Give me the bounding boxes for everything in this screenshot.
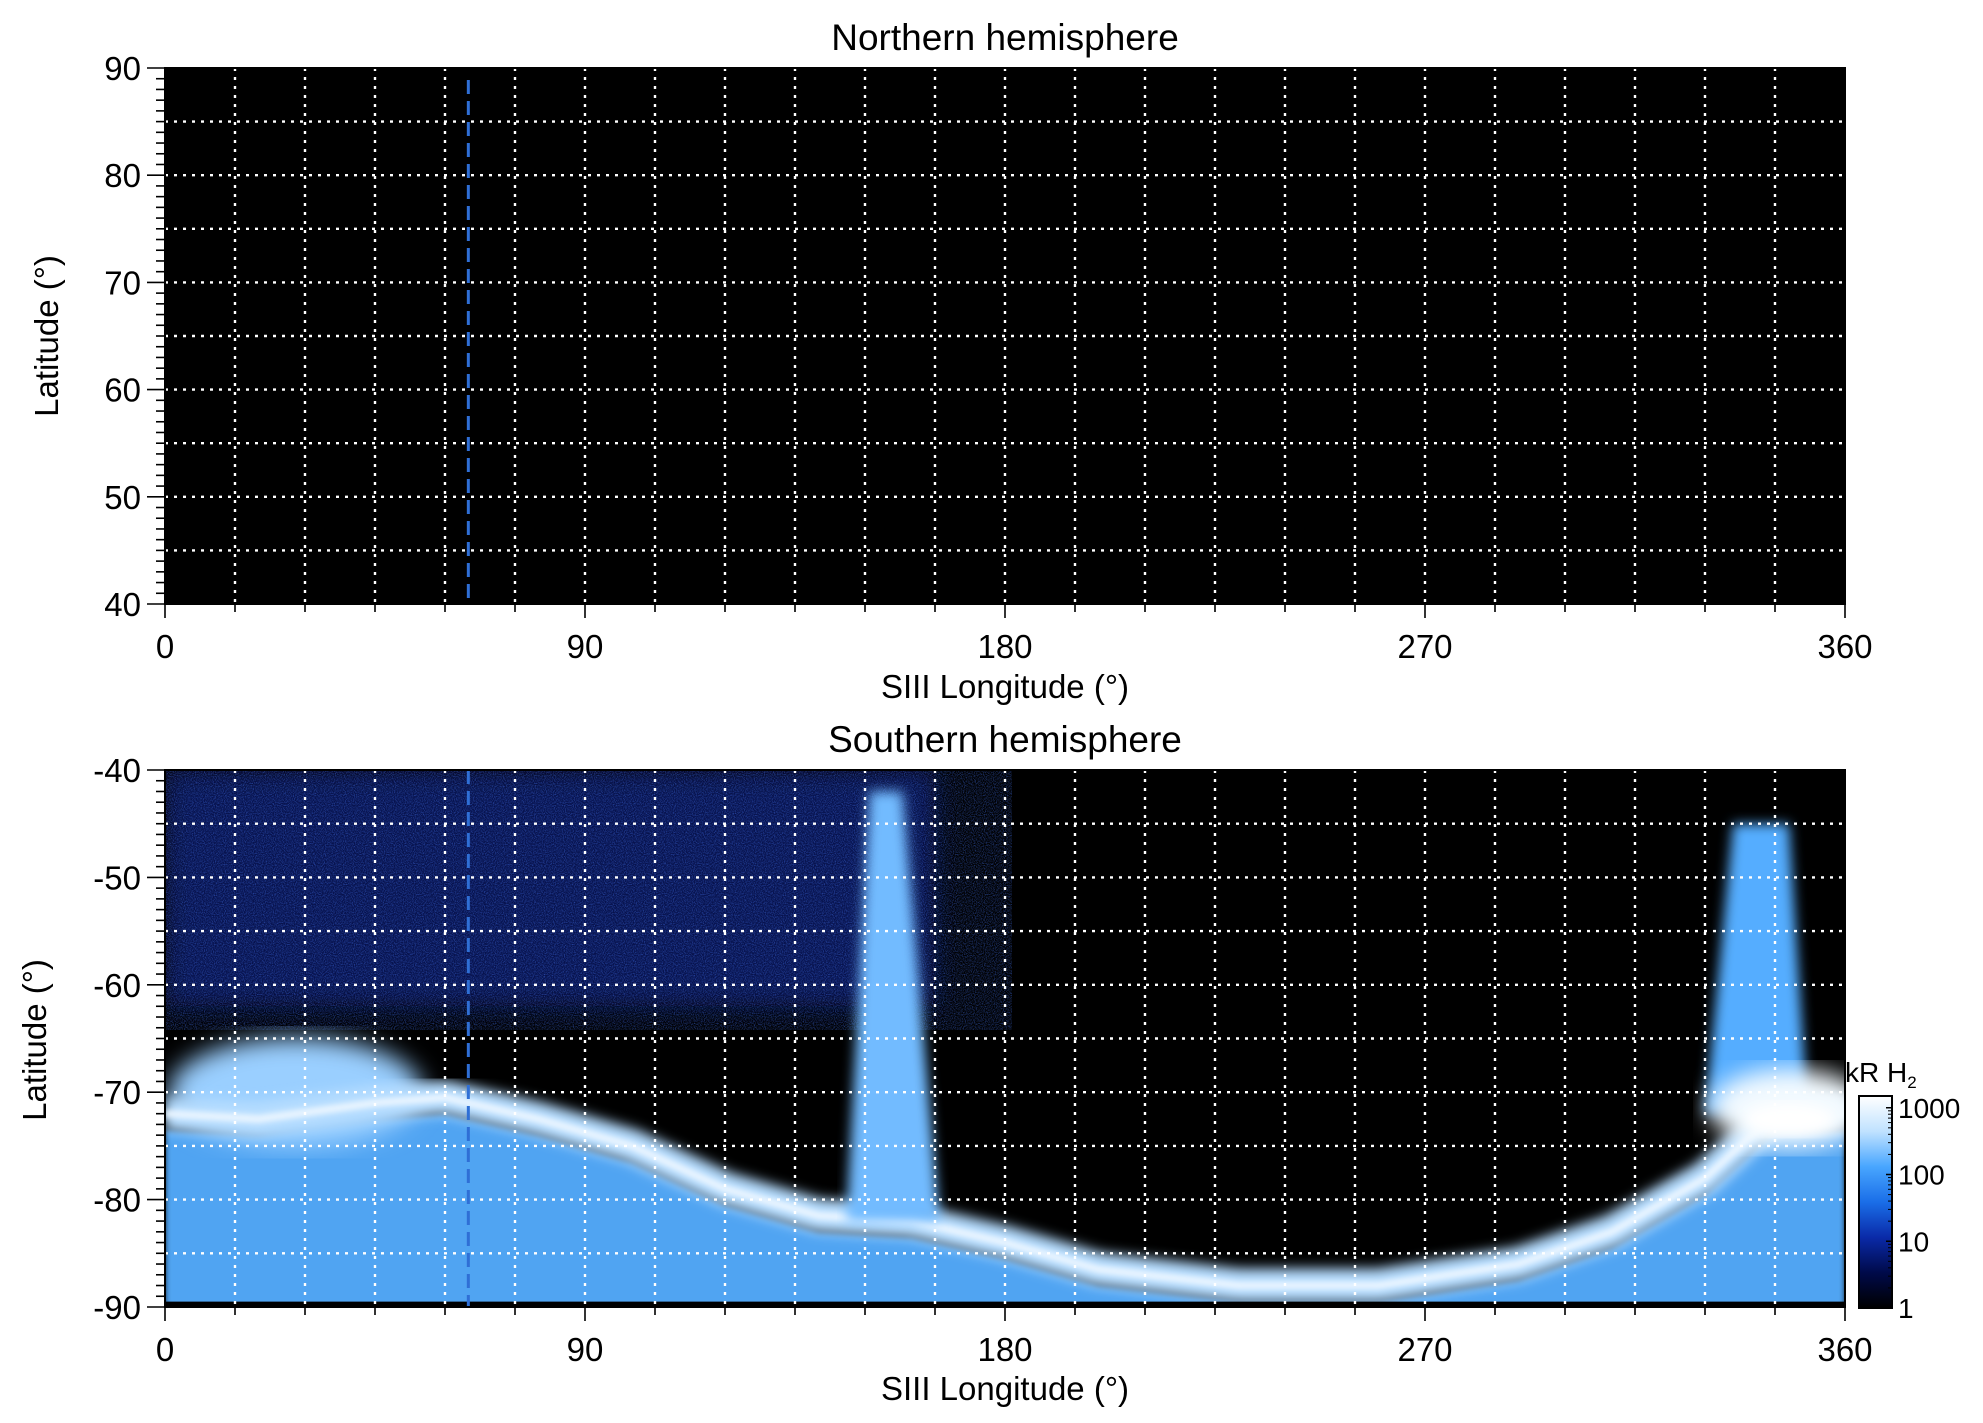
south-x-tick-label: 360 [1817, 1331, 1872, 1368]
colorbar-ticks: 1 10 100 1000 [1886, 1093, 1960, 1324]
south-y-tick-label: -90 [93, 1289, 141, 1326]
south-y-tick-label: -50 [93, 859, 141, 896]
north-y-tick-label: 80 [104, 157, 141, 194]
north-y-tick-label: 90 [104, 50, 141, 87]
colorbar-tick-label: 1000 [1898, 1093, 1960, 1124]
colorbar-tick-label: 1 [1898, 1293, 1914, 1324]
south-x-tick-label: 180 [977, 1331, 1032, 1368]
south-axes: -90 -80 -70 -60 -50 -40 0 90 180 270 360 [93, 752, 1872, 1368]
colorbar-gradient [1858, 1095, 1893, 1309]
south-x-axis-label: SIII Longitude (°) [881, 1370, 1129, 1407]
north-y-axis-label: Latitude (°) [28, 255, 65, 417]
north-axes: 40 50 60 70 80 90 0 90 180 270 360 [104, 50, 1872, 665]
north-y-tick-label: 50 [104, 479, 141, 516]
south-y-tick-label: -70 [93, 1074, 141, 1111]
north-y-tick-label: 70 [104, 264, 141, 301]
north-x-axis-label: SIII Longitude (°) [881, 668, 1129, 705]
north-x-tick-label: 360 [1817, 628, 1872, 665]
north-title: Northern hemisphere [831, 17, 1179, 58]
south-y-tick-label: -40 [93, 752, 141, 789]
south-title: Southern hemisphere [828, 719, 1182, 760]
south-x-tick-label: 270 [1397, 1331, 1452, 1368]
south-y-tick-label: -80 [93, 1182, 141, 1219]
north-x-tick-label: 90 [567, 628, 604, 665]
north-x-tick-label: 270 [1397, 628, 1452, 665]
north-y-tick-label: 60 [104, 372, 141, 409]
colorbar: kR H2 1 10 100 1000 [1845, 1057, 1960, 1324]
south-x-tick-label: 0 [156, 1331, 174, 1368]
north-y-tick-label: 40 [104, 586, 141, 623]
colorbar-tick-label: 100 [1898, 1160, 1945, 1191]
north-x-tick-label: 180 [977, 628, 1032, 665]
north-x-tick-label: 0 [156, 628, 174, 665]
north-panel: Northern hemisphere 40 50 60 70 80 90 0 90 180 27… [28, 17, 1873, 705]
south-y-axis-label: Latitude (°) [16, 959, 53, 1121]
south-y-tick-label: -60 [93, 967, 141, 1004]
colorbar-tick-label: 10 [1898, 1226, 1929, 1257]
south-x-tick-label: 90 [567, 1331, 604, 1368]
south-panel: Southern hemisphere -90 -80 -70 -60 -50 -40 0 9… [16, 719, 1873, 1407]
north-grid [165, 68, 1845, 604]
colorbar-label: kR H2 [1845, 1057, 1917, 1092]
south-grid [165, 770, 1845, 1307]
